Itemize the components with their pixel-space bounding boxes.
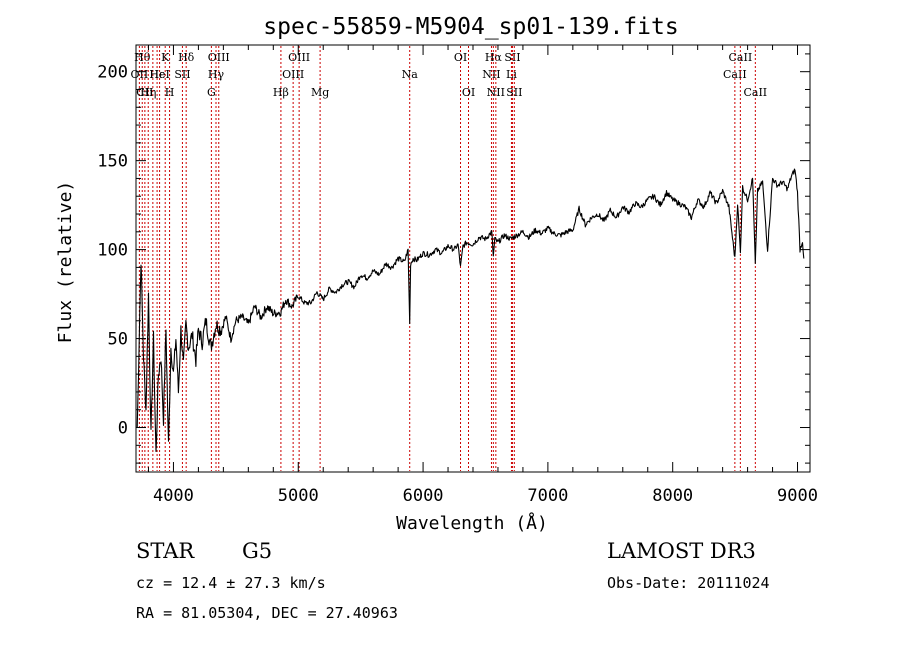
spectral-line-label: SII xyxy=(174,68,190,81)
axis-ticks-layer: 4000 5000 6000 7000 8000 9000 0 50 100 150 200 xyxy=(97,45,818,506)
x-tick-label: 9000 xyxy=(777,486,818,506)
spectral-line-label: OIII xyxy=(208,51,230,64)
spectral-line-label: OI xyxy=(454,51,467,64)
x-tick-label: 8000 xyxy=(652,486,693,506)
spectral-line-label: NII xyxy=(487,86,505,99)
spectral-line-label: CaII xyxy=(729,51,753,64)
spectral-line-label: Hα xyxy=(485,51,503,64)
spectral-line-label: Hγ xyxy=(208,68,225,81)
object-subclass: G5 xyxy=(242,539,273,563)
x-tick-label: 7000 xyxy=(527,486,568,506)
spectral-line-label: OI xyxy=(462,86,475,99)
object-class: STAR xyxy=(136,539,195,563)
spectral-line-label: CaII xyxy=(743,86,767,99)
spectral-line-label: OIII xyxy=(282,68,304,81)
spectral-line-label: Na xyxy=(402,68,419,81)
y-axis-label: Flux (relative) xyxy=(55,181,76,344)
ra-dec-coordinates: RA = 81.05304, DEC = 27.40963 xyxy=(136,604,398,622)
spectral-line-label: Li xyxy=(506,68,517,81)
spectral-line-label: G xyxy=(207,86,216,99)
x-tick-label: 6000 xyxy=(403,486,444,506)
spectral-line-label: NII xyxy=(482,68,500,81)
x-axis-label: Wavelength (Å) xyxy=(396,512,548,534)
observation-date: Obs-Date: 20111024 xyxy=(607,574,770,592)
spectral-line-label: HeI xyxy=(149,68,169,81)
spectral-line-label: Hη xyxy=(140,86,156,99)
spectral-line-label: SII xyxy=(504,51,520,64)
plot-frame xyxy=(135,44,811,473)
spectral-line-label: Hδ xyxy=(178,51,195,64)
spectral-line-label: SII xyxy=(506,86,522,99)
spectrum-flux-line xyxy=(136,168,805,453)
spectral-lines-layer: OIIHθCIIHηHεHeIKHSIIHδGHγOIIIHβOIIIOIIIM… xyxy=(131,46,767,471)
spectral-line-label: Hβ xyxy=(273,86,289,99)
y-tick-label: 100 xyxy=(97,241,128,261)
spectral-line-label: CaII xyxy=(723,68,747,81)
survey-name: LAMOST DR3 xyxy=(607,539,756,563)
redshift-cz: cz = 12.4 ± 27.3 km/s xyxy=(136,574,326,592)
spectral-line-label: H xyxy=(165,86,175,99)
spectral-line-label: OIII xyxy=(288,51,310,64)
chart-title: spec-55859-M5904_sp01-139.fits xyxy=(263,14,678,40)
y-tick-label: 200 xyxy=(97,63,128,83)
spectral-line-label: Mg xyxy=(311,86,329,99)
spectral-line-label: K xyxy=(161,51,170,64)
x-tick-label: 5000 xyxy=(278,486,319,506)
y-tick-label: 150 xyxy=(97,152,128,172)
spectrum-curve-layer xyxy=(136,168,805,453)
y-tick-label: 50 xyxy=(108,330,128,350)
spectral-line-label: OII xyxy=(131,68,149,81)
x-tick-label: 4000 xyxy=(153,486,194,506)
spectral-line-label: Hε xyxy=(149,68,165,81)
y-tick-label: 0 xyxy=(118,419,128,439)
